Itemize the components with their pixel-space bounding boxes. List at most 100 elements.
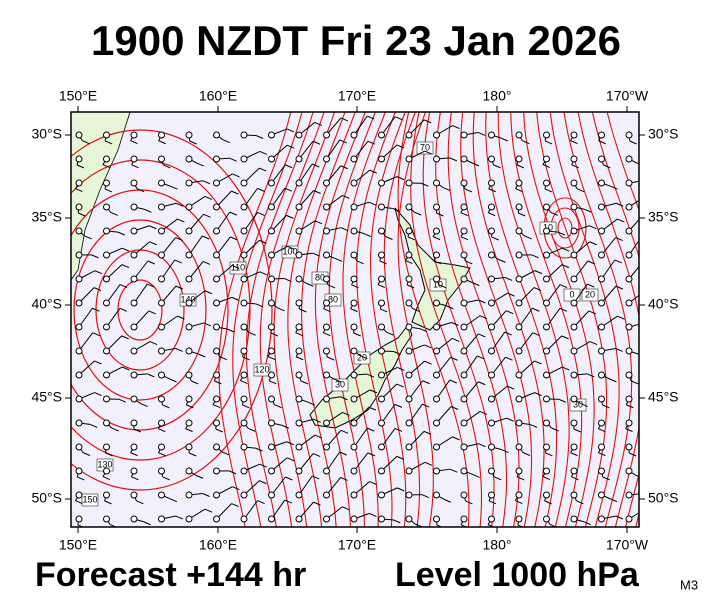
barb-feather <box>78 212 86 217</box>
barb-station <box>240 347 248 355</box>
bottom-lon-label: 170°W <box>606 537 649 553</box>
barb-station <box>130 443 138 451</box>
barb-station <box>515 227 523 235</box>
right-lat-label: 45°S <box>648 389 679 405</box>
barb-station <box>488 299 495 307</box>
barb-staff <box>491 356 506 376</box>
barb-station <box>570 491 578 499</box>
barb-feather <box>544 140 553 145</box>
barb-station <box>543 323 550 331</box>
barb-feather <box>602 476 610 481</box>
barb-staff <box>381 428 396 448</box>
barb-feather <box>615 515 624 520</box>
barb-feather <box>131 164 139 169</box>
barb-staff <box>326 451 341 472</box>
barb-station <box>158 491 165 499</box>
barb-feather <box>460 236 469 241</box>
barb-station <box>75 203 83 211</box>
barb-station <box>130 395 138 403</box>
barb-feather <box>117 231 126 236</box>
isobar <box>71 129 273 491</box>
barb-feather <box>144 208 152 213</box>
barb-feather <box>452 125 460 130</box>
barb-feather <box>576 500 584 505</box>
barb-feather <box>465 260 473 265</box>
barb-station <box>515 179 523 187</box>
barb-feather <box>204 290 213 295</box>
barb-station <box>268 467 275 475</box>
barb-feather <box>487 212 496 217</box>
barb-feather <box>377 284 386 289</box>
barb-feather <box>94 360 102 365</box>
barb-station <box>323 251 330 259</box>
barb-station <box>625 203 633 211</box>
barb-feather <box>616 202 624 207</box>
barb-station <box>350 275 358 283</box>
barb-feather <box>333 378 342 383</box>
barb-station <box>103 419 110 427</box>
barb-feather <box>609 498 618 503</box>
barb-station <box>570 371 578 379</box>
barb-station <box>598 347 605 355</box>
barb-feather <box>131 476 139 481</box>
barb-feather <box>478 333 486 338</box>
barb-station <box>75 227 83 235</box>
barb-feather <box>189 140 197 145</box>
barb-feather <box>571 164 579 169</box>
top-lon-label: 170°W <box>606 88 649 104</box>
barb-station <box>130 299 138 307</box>
contour-label: 80 <box>328 294 338 304</box>
barb-station <box>598 275 605 283</box>
barb-feather <box>140 403 148 408</box>
barb-station <box>158 131 165 139</box>
barb-station <box>103 155 110 163</box>
barb-staff <box>463 355 478 376</box>
barb-feather <box>422 403 430 408</box>
isobar <box>435 112 508 527</box>
barb-feather <box>580 403 588 408</box>
barb-station <box>158 275 165 283</box>
barb-feather <box>212 404 221 409</box>
barb-feather <box>464 188 473 193</box>
barb-feather <box>450 356 458 361</box>
barb-staff <box>216 503 232 520</box>
barb-feather <box>148 310 156 315</box>
barb-station <box>598 515 605 523</box>
barb-station <box>350 347 358 355</box>
barb-station <box>213 275 220 283</box>
barb-feather <box>515 500 523 505</box>
barb-feather <box>202 493 210 497</box>
barb-feather <box>424 344 432 349</box>
barb-station <box>185 131 193 139</box>
barb-station <box>158 203 165 211</box>
barb-feather <box>229 157 237 162</box>
barb-feather <box>313 501 321 506</box>
barb-station <box>130 323 138 331</box>
barb-feather <box>229 211 238 216</box>
barb-feather <box>479 315 488 320</box>
barb-staff <box>601 285 617 304</box>
barb-staff <box>78 332 94 352</box>
barb-feather <box>92 307 100 312</box>
barb-feather <box>598 428 606 433</box>
barb-feather <box>232 173 240 178</box>
barb-station <box>405 299 413 307</box>
isobar <box>606 112 639 527</box>
barb-feather <box>369 481 377 485</box>
barb-feather <box>76 164 85 169</box>
barb-staff <box>243 480 260 496</box>
barb-feather <box>196 162 204 167</box>
barb-feather <box>423 119 432 124</box>
barb-feather <box>443 498 451 503</box>
barb-feather <box>645 509 652 512</box>
barb-feather <box>188 452 197 457</box>
barb-feather <box>559 284 568 289</box>
barb-feather <box>177 315 185 320</box>
barb-feather <box>269 380 277 385</box>
barb-feather <box>385 236 393 240</box>
barb-station <box>75 323 83 331</box>
barb-feather <box>175 285 184 290</box>
barb-feather <box>451 322 459 326</box>
barb-feather <box>506 417 514 422</box>
barb-feather <box>334 258 343 262</box>
